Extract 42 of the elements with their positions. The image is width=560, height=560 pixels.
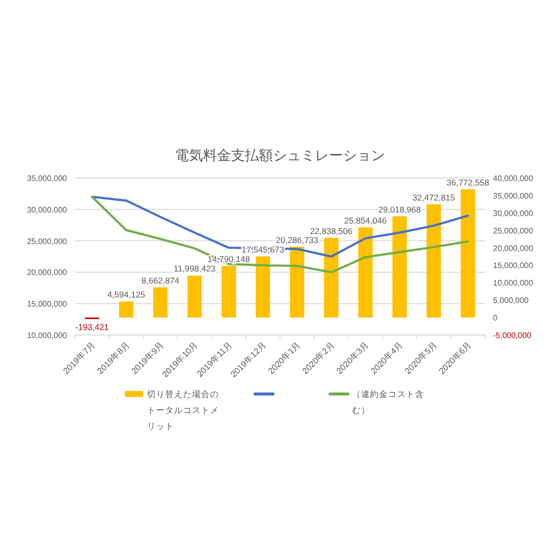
data-label: 22,838,506 (310, 226, 353, 236)
y2-tick-label: 20,000,000 (493, 244, 534, 253)
y2-tick-label: 5,000,000 (493, 296, 530, 306)
legend-label: （違約金コスト含む） (352, 389, 424, 415)
y2-tick-label: 10,000,000 (493, 278, 534, 288)
legend-label: 切り替えた場合のトータルコストメリット (147, 389, 219, 431)
data-label: 29,018,968 (378, 204, 422, 214)
data-label: 11,998,423 (174, 264, 216, 274)
data-label: 32,472,815 (412, 192, 456, 202)
bar (119, 302, 134, 318)
y2-tick-label: 35,000,000 (493, 191, 534, 200)
y2-tick-label: 40,000,000 (493, 174, 534, 183)
y-tick-label: 35,000,000 (26, 174, 68, 183)
line-series (90, 196, 470, 258)
y-tick-label: 15,000,000 (26, 300, 68, 309)
data-label: 36,772,558 (446, 177, 490, 188)
data-label: 8,662,874 (142, 275, 180, 286)
y2-tick-label: 25,000,000 (493, 226, 534, 236)
y2-tick-label: 15,000,000 (493, 261, 534, 270)
y2-tick-label: 0 (493, 314, 498, 323)
bar (187, 276, 202, 318)
bar (324, 238, 338, 318)
bar (256, 256, 270, 318)
data-label: 25,854,046 (344, 215, 387, 226)
bar (290, 246, 304, 318)
bar (153, 287, 168, 318)
y2-tick-label: -5,000,000 (493, 331, 532, 340)
bar (222, 266, 236, 318)
chart-title: 電気料金支払額シュミレーション (175, 147, 385, 163)
y-tick-label: 30,000,000 (26, 205, 68, 214)
y-tick-label: 20,000,000 (26, 268, 68, 278)
bar (358, 227, 373, 318)
y-tick-label: 25,000,000 (26, 236, 68, 246)
data-label: -193,421 (75, 322, 110, 332)
y-tick-label: 10,000,000 (26, 331, 68, 340)
data-label: 20,286,733 (276, 234, 319, 245)
bar (426, 204, 441, 318)
bar (460, 189, 476, 318)
bar (392, 216, 407, 318)
line-series (90, 196, 470, 274)
y2-tick-label: 30,000,000 (493, 208, 534, 218)
data-label: 4,594,125 (107, 290, 146, 300)
